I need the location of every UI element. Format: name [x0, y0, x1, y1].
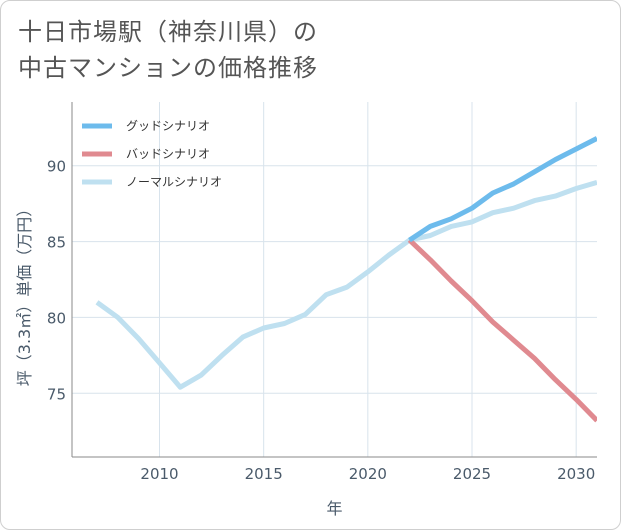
x-tick-label: 2020	[349, 465, 387, 483]
legend-label: ノーマルシナリオ	[126, 175, 222, 189]
legend-label: バッドシナリオ	[126, 147, 210, 161]
legend-label: グッドシナリオ	[126, 119, 210, 133]
x-tick-label: 2015	[245, 465, 283, 483]
x-tick-label: 2025	[453, 465, 491, 483]
x-tick-label: 2030	[557, 465, 595, 483]
series-line-normal	[95, 180, 597, 390]
chart-title-line1: 十日市場駅（神奈川県）の	[18, 18, 318, 46]
y-tick-label: 75	[47, 385, 66, 403]
y-tick-label: 85	[47, 234, 66, 252]
y-axis-label: 坪（3.3㎡）単価（万円）	[15, 201, 34, 386]
x-tick-label: 2010	[140, 465, 178, 483]
chart-title-line2: 中古マンションの価格推移	[18, 54, 318, 82]
x-axis-label: 年	[326, 499, 342, 518]
series-line-good	[408, 136, 597, 243]
chart-title: 十日市場駅（神奈川県）の 中古マンションの価格推移	[18, 14, 318, 86]
series-line-bad	[407, 238, 597, 423]
y-tick-label: 80	[47, 309, 66, 327]
y-tick-label: 90	[47, 158, 66, 176]
